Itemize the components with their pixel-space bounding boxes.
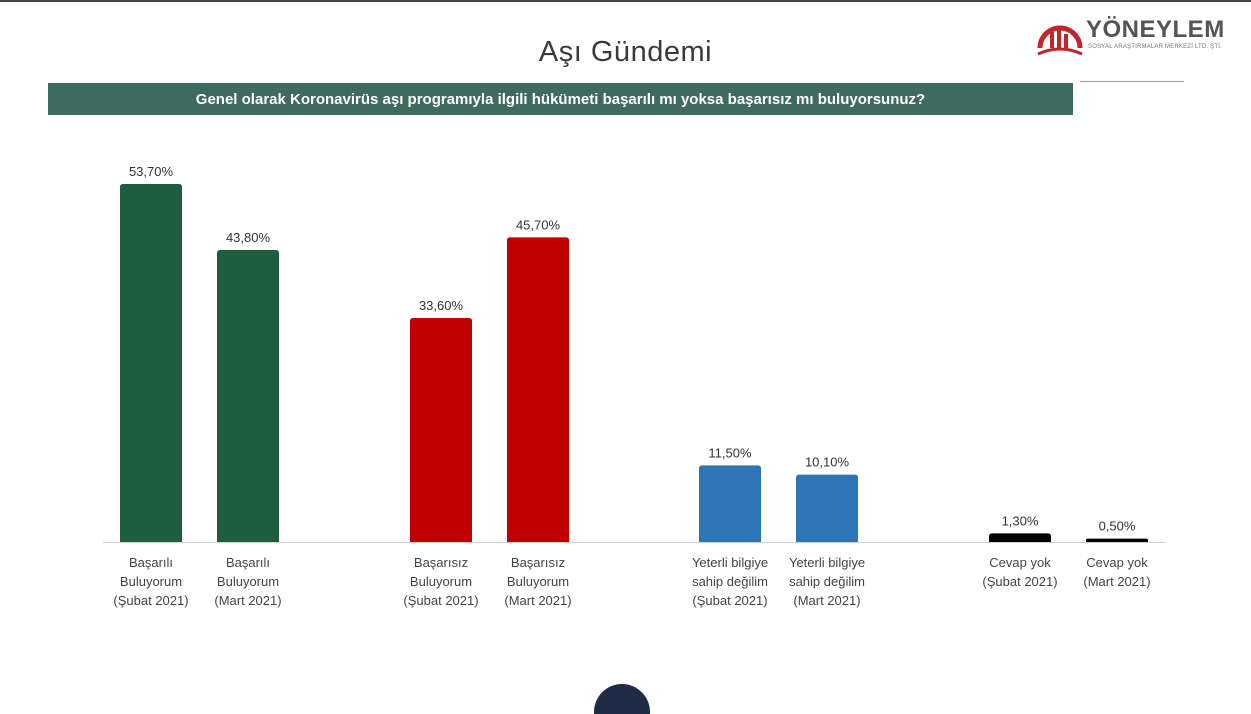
category-label: Yeterli bilgiye sahip değilim (Şubat 2021) bbox=[692, 555, 768, 608]
category-label: Başarısız Buluyorum (Şubat 2021) bbox=[403, 555, 478, 608]
bar bbox=[699, 465, 761, 542]
data-label: 43,80% bbox=[226, 230, 271, 245]
category-label: Yeterli bilgiye sahip değilim (Mart 2021) bbox=[789, 555, 865, 608]
bar bbox=[410, 318, 472, 542]
bar bbox=[217, 250, 279, 542]
logo-subtitle: SOSYAL ARAŞTIRMALAR MERKEZİ LTD. ŞTİ. bbox=[1088, 44, 1222, 50]
bar bbox=[120, 184, 182, 542]
logo-icon bbox=[1037, 25, 1083, 56]
data-label: 33,60% bbox=[419, 298, 464, 313]
bar bbox=[1086, 538, 1148, 542]
category-label: Cevap yok (Şubat 2021) bbox=[982, 555, 1057, 589]
data-label: 11,50% bbox=[708, 445, 752, 460]
question-text: Genel olarak Koronavirüs aşı programıyla… bbox=[195, 90, 926, 108]
bar bbox=[796, 474, 858, 542]
header-divider bbox=[1080, 81, 1184, 82]
logo-wordmark: YÖNEYLEM bbox=[1086, 16, 1225, 43]
data-label: 45,70% bbox=[516, 217, 561, 232]
data-label: 1,30% bbox=[1002, 513, 1039, 528]
bar bbox=[989, 533, 1051, 542]
category-label: Cevap yok (Mart 2021) bbox=[1083, 555, 1150, 589]
top-border bbox=[0, 0, 1251, 2]
data-label: 53,70% bbox=[129, 164, 174, 179]
category-label: Başarılı Buluyorum (Şubat 2021) bbox=[113, 555, 188, 608]
slide-title: Aşı Gündemi bbox=[538, 36, 713, 68]
category-label: Başarısız Buluyorum (Mart 2021) bbox=[504, 555, 571, 608]
bar-chart: 53,70% Başarılı Buluyorum (Şubat 2021) 43,80… bbox=[103, 164, 1166, 608]
data-label: 0,50% bbox=[1099, 519, 1136, 534]
category-label: Başarılı Buluyorum (Mart 2021) bbox=[214, 555, 281, 608]
data-label: 10,10% bbox=[805, 455, 850, 470]
bar bbox=[507, 237, 569, 543]
question-banner: Genel olarak Koronavirüs aşı programıyla… bbox=[48, 83, 1073, 115]
